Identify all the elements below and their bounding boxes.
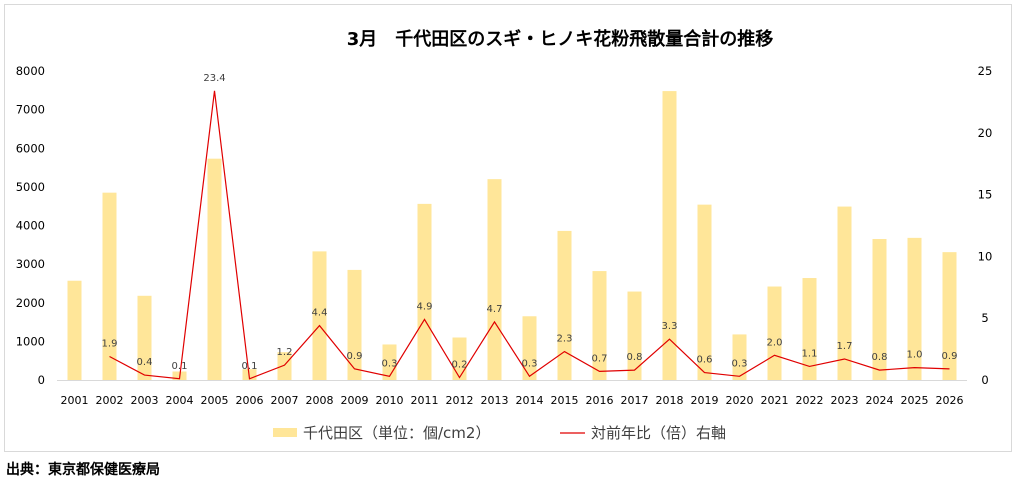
chart-frame: 3月 千代田区のスギ・ヒノキ花粉飛散量合計の推移 0 1000 2000 3000 400… bbox=[4, 4, 1012, 452]
x-tick-label: 2024 bbox=[866, 394, 894, 407]
y-left-tick-label: 3000 bbox=[16, 257, 45, 271]
x-tick-label: 2018 bbox=[656, 394, 684, 407]
y-left-tick-label: 7000 bbox=[16, 103, 45, 117]
x-tick-label: 2007 bbox=[271, 394, 299, 407]
bar-2008 bbox=[312, 251, 327, 380]
ratio-data-label: 0.9 bbox=[942, 351, 958, 362]
ratio-data-label: 1.2 bbox=[277, 347, 293, 358]
ratio-line bbox=[109, 90, 950, 380]
x-tick-label: 2023 bbox=[831, 394, 859, 407]
x-tick-label: 2016 bbox=[586, 394, 614, 407]
chart-svg: 3月 千代田区のスギ・ヒノキ花粉飛散量合計の推移 0 1000 2000 3000 400… bbox=[16, 28, 993, 442]
y-left-tick-label: 8000 bbox=[16, 64, 45, 78]
bar-2015 bbox=[557, 230, 572, 380]
bar-2020 bbox=[732, 334, 747, 380]
x-tick-label: 2017 bbox=[621, 394, 649, 407]
x-tick-label: 2001 bbox=[61, 394, 89, 407]
legend-label-bar: 千代田区（単位：個/cm2） bbox=[303, 424, 490, 442]
legend-label-line: 対前年比（倍）右軸 bbox=[591, 424, 726, 442]
ratio-data-label: 4.7 bbox=[487, 304, 503, 315]
bar-2003 bbox=[137, 295, 152, 380]
bar-2026 bbox=[942, 252, 957, 380]
bar-2022 bbox=[802, 278, 817, 380]
ratio-data-label: 1.9 bbox=[102, 339, 118, 350]
x-tick-label: 2006 bbox=[236, 394, 264, 407]
x-tick-label: 2026 bbox=[936, 394, 964, 407]
ratio-data-label: 0.1 bbox=[172, 361, 188, 372]
ratio-data-label: 0.3 bbox=[522, 358, 538, 369]
x-tick-label: 2011 bbox=[411, 394, 439, 407]
x-tick-label: 2010 bbox=[376, 394, 404, 407]
y-right-tick-label: 10 bbox=[978, 249, 993, 263]
bar-2014 bbox=[522, 316, 537, 380]
x-tick-label: 2013 bbox=[481, 394, 509, 407]
bar-2001 bbox=[67, 280, 82, 380]
ratio-data-label: 4.9 bbox=[417, 301, 433, 312]
x-tick-label: 2020 bbox=[726, 394, 754, 407]
x-tick-label: 2021 bbox=[761, 394, 789, 407]
bar-2009 bbox=[347, 269, 362, 380]
ratio-data-label: 0.1 bbox=[242, 361, 258, 372]
x-tick-label: 2003 bbox=[131, 394, 159, 407]
y-right-tick-label: 0 bbox=[981, 373, 988, 387]
ratio-data-label: 23.4 bbox=[203, 73, 225, 84]
bar-2012 bbox=[452, 337, 467, 380]
ratio-data-label: 1.1 bbox=[802, 348, 818, 359]
ratio-data-label: 0.6 bbox=[697, 355, 713, 366]
y-left-tick-label: 2000 bbox=[16, 296, 45, 310]
ratio-data-label: 0.7 bbox=[592, 353, 608, 364]
bar-2023 bbox=[837, 206, 852, 380]
x-tick-label: 2015 bbox=[551, 394, 579, 407]
ratio-data-label: 0.2 bbox=[452, 360, 468, 371]
bar-2011 bbox=[417, 203, 432, 380]
y-left-tick-label: 0 bbox=[38, 373, 45, 387]
y-left-tick-label: 4000 bbox=[16, 219, 45, 233]
bar-2007 bbox=[277, 352, 292, 380]
ratio-data-label: 0.4 bbox=[137, 357, 153, 368]
bar-2021 bbox=[767, 286, 782, 380]
y-right-tick-label: 5 bbox=[981, 311, 988, 325]
bar-2013 bbox=[487, 179, 502, 380]
y-left-tick-label: 6000 bbox=[16, 141, 45, 155]
x-tick-label: 2025 bbox=[901, 394, 929, 407]
y-right-tick-label: 15 bbox=[978, 188, 993, 202]
bar-2024 bbox=[872, 239, 887, 380]
x-tick-label: 2012 bbox=[446, 394, 474, 407]
ratio-data-label: 0.8 bbox=[627, 352, 643, 363]
ratio-data-label: 0.3 bbox=[732, 358, 748, 369]
x-tick-label: 2009 bbox=[341, 394, 369, 407]
x-tick-label: 2019 bbox=[691, 394, 719, 407]
ratio-data-label: 0.9 bbox=[347, 351, 363, 362]
source-note: 出典：東京都保健医療局 bbox=[6, 462, 160, 478]
x-tick-label: 2005 bbox=[201, 394, 229, 407]
bar-2005 bbox=[207, 158, 222, 380]
ratio-data-label: 1.0 bbox=[907, 350, 923, 361]
bar-2016 bbox=[592, 271, 607, 380]
ratio-data-label: 2.0 bbox=[767, 337, 783, 348]
x-tick-label: 2014 bbox=[516, 394, 544, 407]
y-right-tick-label: 25 bbox=[978, 64, 993, 78]
chart-title: 3月 千代田区のスギ・ヒノキ花粉飛散量合計の推移 bbox=[347, 28, 774, 50]
ratio-data-label: 0.8 bbox=[872, 352, 888, 363]
y-right-tick-label: 20 bbox=[978, 126, 993, 140]
y-left-tick-label: 1000 bbox=[16, 334, 45, 348]
x-tick-label: 2022 bbox=[796, 394, 824, 407]
legend-swatch-bar bbox=[273, 428, 297, 437]
x-tick-label: 2004 bbox=[166, 394, 194, 407]
ratio-data-label: 1.7 bbox=[837, 341, 853, 352]
bar-2019 bbox=[697, 204, 712, 380]
bar-2018 bbox=[662, 91, 677, 381]
bar-2025 bbox=[907, 237, 922, 380]
y-left-tick-label: 5000 bbox=[16, 180, 45, 194]
bar-2017 bbox=[627, 291, 642, 380]
ratio-data-label: 3.3 bbox=[662, 321, 678, 332]
ratio-data-label: 4.4 bbox=[312, 308, 328, 319]
bar-2002 bbox=[102, 192, 117, 380]
ratio-data-label: 2.3 bbox=[557, 334, 573, 345]
ratio-data-label: 0.3 bbox=[382, 358, 398, 369]
x-tick-label: 2002 bbox=[96, 394, 124, 407]
x-tick-label: 2008 bbox=[306, 394, 334, 407]
